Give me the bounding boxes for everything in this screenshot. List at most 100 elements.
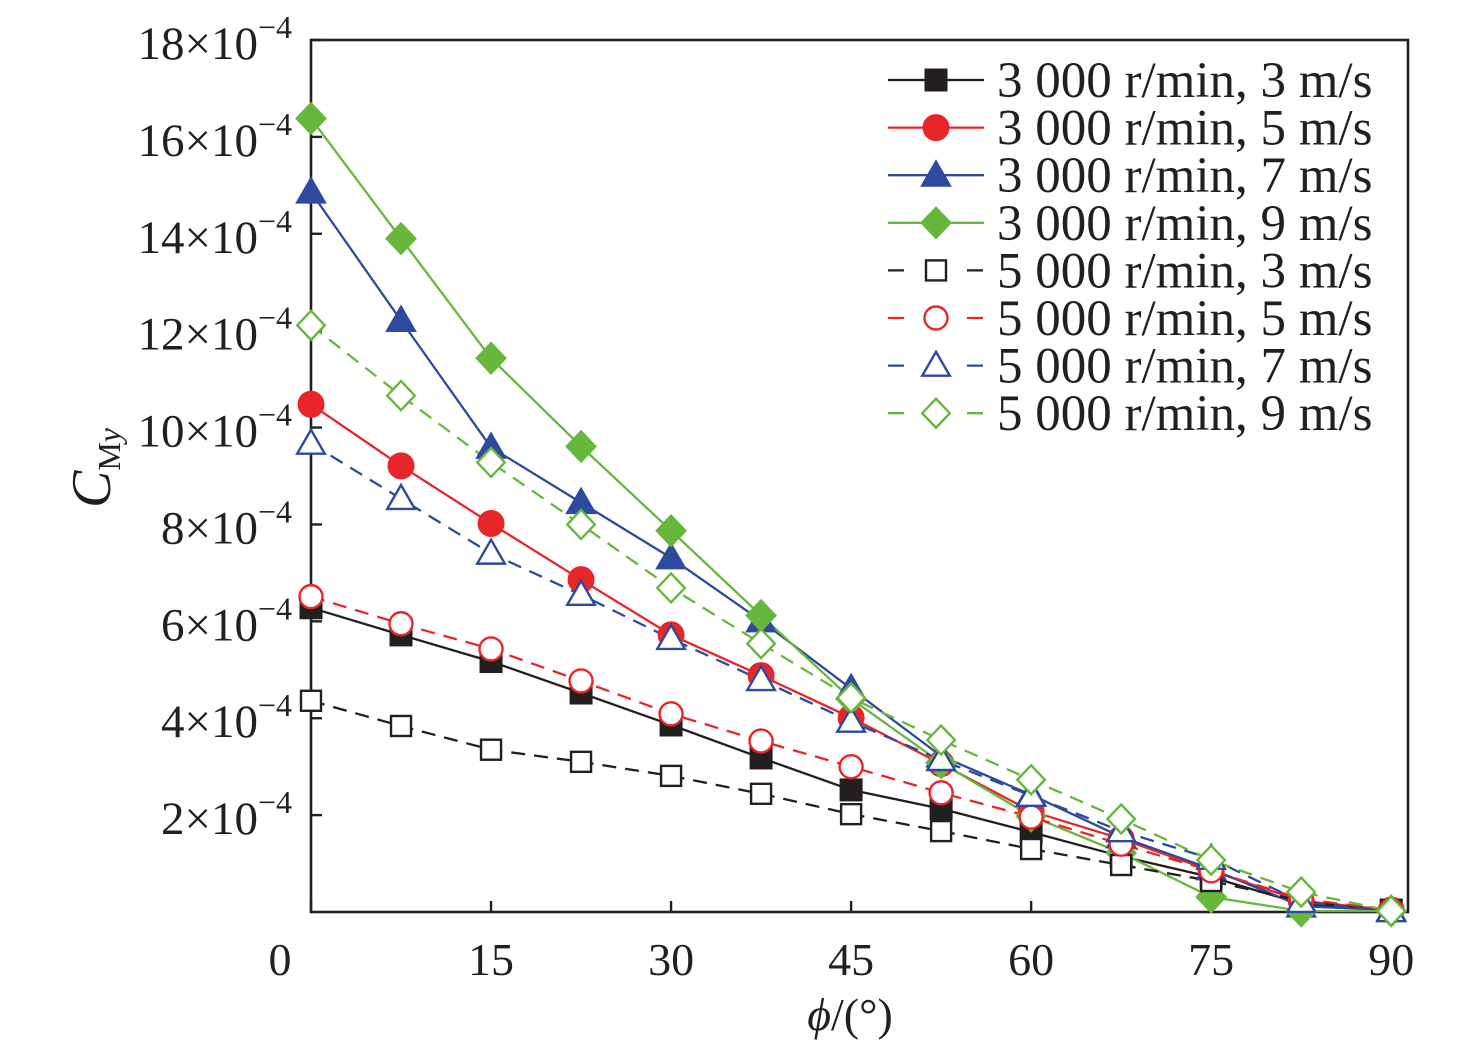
series-5-point [299,689,323,712]
y-tick-label: 12×10−4 [137,300,292,361]
legend-label: 5 000 r/min, 9 m/s [997,386,1372,442]
x-axis-label-symbol: ϕ [807,989,831,1040]
series-8-point [1285,875,1317,909]
legend-marker [922,114,950,142]
legend-marker [924,259,948,282]
legend-item: 3 000 r/min, 7 m/s [888,148,1372,204]
series-8-point [385,379,417,412]
y-tick-exponent: −4 [258,203,292,239]
legend-item: 3 000 r/min, 5 m/s [888,101,1372,157]
x-axis-label: ϕ/(°) [807,989,893,1040]
series-5-point [749,782,773,805]
series-7-point [385,482,417,511]
series-8-point [295,309,327,342]
y-axis-label: CMy [61,427,127,508]
series-6-point [658,701,684,727]
legend-label: 5 000 r/min, 5 m/s [997,291,1372,347]
legend-marker [920,396,952,430]
series-7-point [745,663,777,692]
y-tick-mantissa: 10×10 [137,406,258,458]
y-tick-exponent: −4 [258,493,292,529]
series-2-point [477,509,505,537]
y-tick-exponent: −4 [258,106,292,142]
legend-label: 3 000 r/min, 7 m/s [997,148,1372,204]
series-7-point [655,622,687,651]
series-5-point [1109,853,1133,877]
legend-item: 5 000 r/min, 3 m/s [888,243,1372,299]
y-tick-mantissa: 6×10 [161,599,258,651]
legend-label: 5 000 r/min, 3 m/s [997,243,1372,299]
legend-marker [920,206,952,240]
y-tick-label: 10×10−4 [137,397,292,458]
series-4-point [655,514,687,548]
y-tick-mantissa: 2×10 [161,793,258,845]
series-markers [295,101,1408,928]
y-tick-label: 16×10−4 [137,106,292,167]
axis-ticks: 2×10−44×10−46×10−48×10−410×10−412×10−414… [137,9,1414,985]
y-tick-mantissa: 12×10 [137,309,258,361]
series-5-point [569,750,593,774]
series-5-point [389,714,413,738]
series-4-point [385,221,417,256]
y-tick-mantissa: 4×10 [161,696,258,748]
series-7-point [565,578,597,607]
y-tick-label: 14×10−4 [137,203,292,264]
y-tick-label: 8×10−4 [161,493,292,554]
x-tick-label: 0 [269,934,292,985]
series-8-point [655,571,687,605]
series-3-point [655,541,687,570]
series-8-point [1015,763,1047,796]
series-8-point [745,627,777,660]
y-tick-label: 18×10−4 [137,9,292,70]
series-8-point [475,446,507,479]
x-tick-label: 45 [828,934,874,985]
legend-item: 5 000 r/min, 7 m/s [888,339,1372,395]
x-axis-label-unit: /(°) [831,989,893,1040]
legend-marker [920,349,952,377]
series-7-point [925,743,957,772]
series-6-point [298,583,324,610]
y-tick-exponent: −4 [258,397,292,433]
legend-label: 3 000 r/min, 9 m/s [997,196,1372,252]
x-tick-label: 75 [1188,934,1234,985]
y-tick-label: 6×10−4 [161,590,292,651]
legend-label: 3 000 r/min, 5 m/s [997,101,1372,157]
y-axis-label-subscript-upright: M [91,442,127,470]
series-6-point [1018,804,1044,830]
series-4-point [565,429,597,464]
legend: 3 000 r/min, 3 m/s3 000 r/min, 5 m/s3 00… [888,53,1372,442]
series-1-point [839,778,863,802]
series-3-point [385,304,417,332]
y-tick-exponent: −4 [258,300,292,336]
series-7-point [475,537,507,565]
y-tick-mantissa: 16×10 [137,115,258,167]
y-tick-exponent: −4 [258,687,292,723]
legend-item: 3 000 r/min, 3 m/s [888,53,1372,109]
series-5-point [479,738,503,761]
y-tick-exponent: −4 [258,784,292,820]
y-tick-mantissa: 18×10 [137,18,258,70]
series-8-point [925,723,957,757]
series-7-point [295,427,327,455]
series-6-point [478,636,504,662]
series-6-point [388,611,414,637]
legend-marker [924,68,948,92]
x-tick-label: 60 [1008,934,1054,985]
series-5-point [839,802,863,826]
series-8-point [835,681,867,715]
legend-marker [920,159,952,187]
series-3-point [295,176,327,204]
y-tick-mantissa: 8×10 [161,502,258,554]
plot-area-frame [309,38,1410,914]
series-5-point [929,819,953,843]
y-tick-exponent: −4 [258,9,292,45]
series-8-point [1105,802,1137,836]
series-6-point [928,780,954,806]
x-tick-label: 90 [1368,934,1414,985]
series-4-point [295,101,327,136]
axes [309,38,1410,914]
legend-item: 3 000 r/min, 9 m/s [888,196,1372,252]
series-6-point [568,668,594,694]
